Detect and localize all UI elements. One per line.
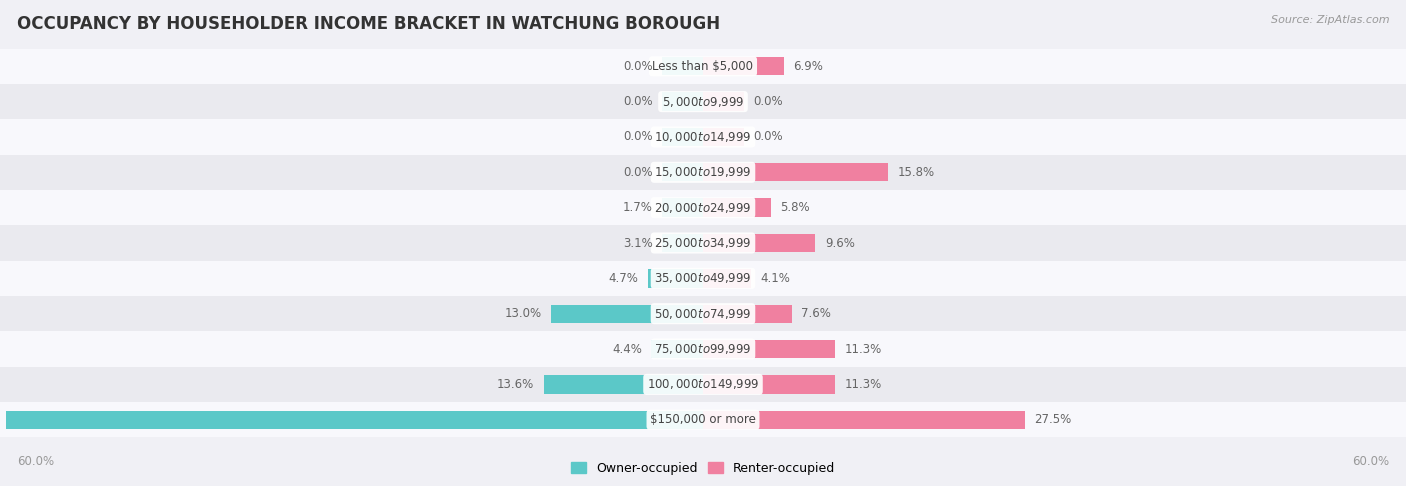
Text: 60.0%: 60.0% — [17, 455, 53, 468]
Bar — [662, 198, 703, 217]
Bar — [703, 234, 815, 252]
Bar — [703, 57, 785, 75]
Text: 0.0%: 0.0% — [623, 166, 652, 179]
Text: $5,000 to $9,999: $5,000 to $9,999 — [662, 95, 744, 108]
Text: 4.7%: 4.7% — [609, 272, 638, 285]
Text: 11.3%: 11.3% — [845, 343, 882, 356]
Bar — [662, 57, 703, 75]
Bar — [0, 367, 1406, 402]
Bar — [651, 340, 703, 358]
Text: 4.4%: 4.4% — [612, 343, 643, 356]
Text: 0.0%: 0.0% — [623, 60, 652, 73]
Bar — [0, 260, 1406, 296]
Bar — [0, 402, 1406, 437]
Bar — [703, 198, 770, 217]
Bar — [703, 340, 835, 358]
Text: $75,000 to $99,999: $75,000 to $99,999 — [654, 342, 752, 356]
Text: $15,000 to $19,999: $15,000 to $19,999 — [654, 165, 752, 179]
Text: 5.8%: 5.8% — [780, 201, 810, 214]
Bar — [6, 411, 703, 429]
Text: $35,000 to $49,999: $35,000 to $49,999 — [654, 271, 752, 285]
Text: Less than $5,000: Less than $5,000 — [652, 60, 754, 73]
Bar — [0, 119, 1406, 155]
Text: 1.7%: 1.7% — [623, 201, 652, 214]
Text: $100,000 to $149,999: $100,000 to $149,999 — [647, 378, 759, 391]
Text: 13.0%: 13.0% — [505, 307, 541, 320]
Text: OCCUPANCY BY HOUSEHOLDER INCOME BRACKET IN WATCHUNG BOROUGH: OCCUPANCY BY HOUSEHOLDER INCOME BRACKET … — [17, 15, 720, 33]
Text: 13.6%: 13.6% — [498, 378, 534, 391]
Text: 60.0%: 60.0% — [1353, 455, 1389, 468]
Bar — [703, 269, 751, 288]
Text: $25,000 to $34,999: $25,000 to $34,999 — [654, 236, 752, 250]
Bar — [544, 375, 703, 394]
Bar — [662, 128, 703, 146]
Text: 15.8%: 15.8% — [897, 166, 935, 179]
Text: 9.6%: 9.6% — [825, 237, 855, 249]
Bar — [0, 155, 1406, 190]
Bar — [703, 305, 792, 323]
Text: 6.9%: 6.9% — [793, 60, 823, 73]
Text: $20,000 to $24,999: $20,000 to $24,999 — [654, 201, 752, 215]
Bar — [703, 163, 889, 181]
Text: $150,000 or more: $150,000 or more — [650, 413, 756, 426]
Bar — [703, 411, 1025, 429]
Bar — [0, 49, 1406, 84]
Bar — [0, 84, 1406, 119]
Bar — [662, 163, 703, 181]
Bar — [703, 128, 744, 146]
Bar — [0, 331, 1406, 367]
Text: 0.0%: 0.0% — [754, 95, 783, 108]
Text: 7.6%: 7.6% — [801, 307, 831, 320]
Legend: Owner-occupied, Renter-occupied: Owner-occupied, Renter-occupied — [567, 457, 839, 480]
Bar — [662, 92, 703, 111]
Bar — [551, 305, 703, 323]
Text: 11.3%: 11.3% — [845, 378, 882, 391]
Bar — [0, 190, 1406, 226]
Bar — [703, 92, 744, 111]
Text: 0.0%: 0.0% — [623, 130, 652, 143]
Bar — [662, 234, 703, 252]
Text: Source: ZipAtlas.com: Source: ZipAtlas.com — [1271, 15, 1389, 25]
Text: 27.5%: 27.5% — [1035, 413, 1071, 426]
Text: 4.1%: 4.1% — [761, 272, 790, 285]
Bar — [648, 269, 703, 288]
Bar — [0, 296, 1406, 331]
Bar — [703, 375, 835, 394]
Text: $10,000 to $14,999: $10,000 to $14,999 — [654, 130, 752, 144]
Text: 3.1%: 3.1% — [623, 237, 652, 249]
Text: 0.0%: 0.0% — [623, 95, 652, 108]
Text: $50,000 to $74,999: $50,000 to $74,999 — [654, 307, 752, 321]
Text: 0.0%: 0.0% — [754, 130, 783, 143]
Bar — [0, 226, 1406, 260]
